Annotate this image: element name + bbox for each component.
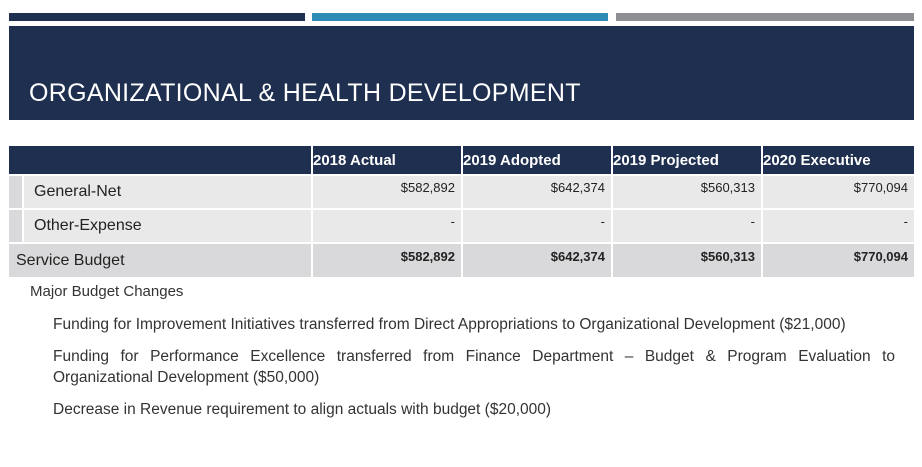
total-value: $560,313 (611, 242, 762, 277)
cell-value: $582,892 (311, 174, 462, 209)
accent-bar-gray (616, 13, 914, 21)
row-indent (9, 208, 24, 243)
accent-bar-teal (312, 13, 608, 21)
total-row: Service Budget $582,892 $642,374 $560,31… (9, 242, 914, 277)
table-row: Other-Expense - - - - (9, 208, 914, 243)
total-value: $770,094 (761, 242, 914, 277)
page-title: ORGANIZATIONAL & HEALTH DEVELOPMENT (29, 79, 581, 107)
total-label: Service Budget (9, 242, 312, 277)
cell-value: $560,313 (611, 174, 762, 209)
list-item: Decrease in Revenue requirement to align… (53, 401, 552, 418)
row-label: General-Net (23, 174, 312, 209)
table-row: General-Net $582,892 $642,374 $560,313 $… (9, 174, 914, 209)
col-header-2019-projected: 2019 Projected (612, 146, 763, 175)
changes-heading: Major Budget Changes (30, 283, 184, 300)
col-header-2019-adopted: 2019 Adopted (462, 146, 613, 175)
col-header-2018-actual: 2018 Actual (312, 146, 463, 175)
accent-bar-navy (9, 13, 305, 21)
cell-value: - (761, 208, 914, 243)
row-indent (9, 174, 24, 209)
total-value: $642,374 (461, 242, 612, 277)
budget-table: 2018 Actual 2019 Adopted 2019 Projected … (9, 146, 914, 277)
cell-value: $642,374 (461, 174, 612, 209)
list-item: Funding for Performance Excellence trans… (53, 348, 895, 386)
cell-value: - (461, 208, 612, 243)
col-header-2020-executive: 2020 Executive (762, 146, 914, 175)
table-header-row: 2018 Actual 2019 Adopted 2019 Projected … (9, 146, 914, 175)
cell-value: - (611, 208, 762, 243)
title-banner: ORGANIZATIONAL & HEALTH DEVELOPMENT (9, 26, 914, 120)
cell-value: - (311, 208, 462, 243)
list-item: Funding for Improvement Initiatives tran… (53, 316, 846, 333)
total-value: $582,892 (311, 242, 462, 277)
cell-value: $770,094 (761, 174, 914, 209)
changes-list: Funding for Improvement Initiatives tran… (53, 314, 895, 431)
header-blank (9, 146, 313, 175)
row-label: Other-Expense (23, 208, 312, 243)
